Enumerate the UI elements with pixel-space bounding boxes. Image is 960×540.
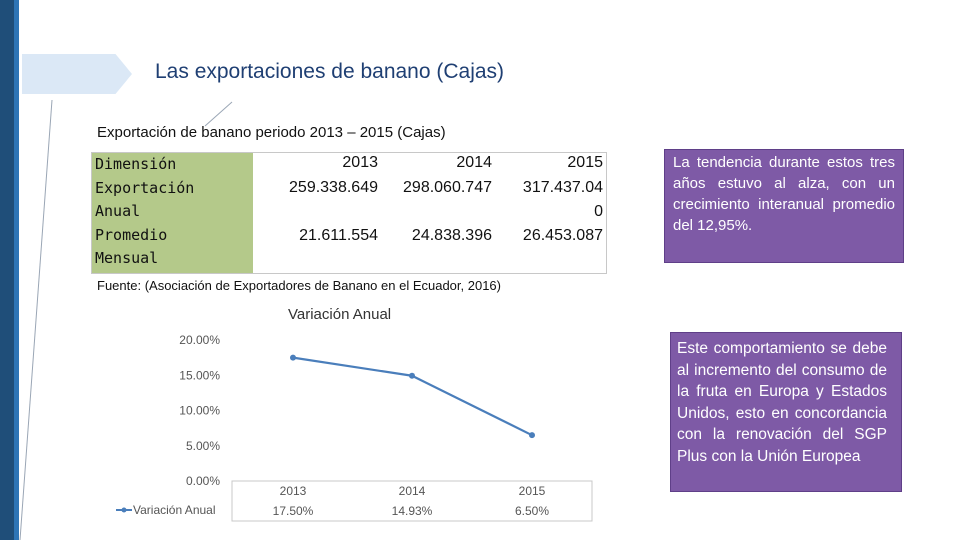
anual-2015: 317.437.04 — [522, 179, 603, 196]
mensual-2013: 21.611.554 — [299, 227, 378, 244]
year-header-2015: 2015 — [567, 154, 603, 171]
row-label-anual-2: Anual — [95, 202, 141, 220]
row-label-mensual-1: Promedio — [95, 225, 168, 244]
anual-2013: 259.338.649 — [289, 179, 378, 196]
data-point-2014 — [409, 372, 415, 379]
mensual-2015: 26.453.087 — [522, 227, 603, 244]
trend-note-text: La tendencia durante estos tres años est… — [673, 154, 895, 234]
anual-2014: 298.060.747 — [403, 179, 492, 196]
y-tick-label: 0.00% — [186, 474, 220, 488]
behavior-note-box: Este comportamiento se debe al increment… — [670, 332, 902, 492]
chart-title: Variación Anual — [288, 306, 392, 323]
source-citation: Fuente: (Asociación de Exportadores de B… — [97, 278, 501, 293]
data-point-2013 — [290, 354, 296, 361]
row-label-anual-1: Exportación — [95, 178, 195, 197]
legend-label: Variación Anual — [133, 503, 216, 517]
data-point-2015 — [529, 432, 535, 439]
data-value-label: 14.93% — [392, 504, 433, 518]
x-category-label: 2014 — [399, 484, 426, 498]
left-accent-stripe — [14, 0, 19, 540]
title-accent-arrow — [22, 54, 132, 94]
data-value-label: 17.50% — [273, 504, 314, 518]
y-tick-label: 5.00% — [186, 439, 220, 453]
y-tick-label: 10.00% — [179, 404, 220, 418]
x-category-label: 2015 — [519, 484, 546, 498]
legend-point-marker — [121, 507, 127, 513]
y-tick-label: 15.00% — [179, 368, 220, 382]
left-accent-bar — [0, 0, 14, 540]
x-category-label: 2013 — [280, 484, 307, 498]
data-value-label: 6.50% — [515, 504, 549, 518]
year-header-2013: 2013 — [342, 154, 378, 171]
trend-note-box: La tendencia durante estos tres años est… — [664, 149, 904, 263]
series-line-variacion-anual — [292, 356, 533, 437]
dimension-header: Dimensión — [95, 155, 177, 173]
dimension-column: Dimensión Exportación Anual Promedio Men… — [92, 153, 253, 273]
export-table: Dimensión Exportación Anual Promedio Men… — [91, 152, 607, 274]
year-header-2014: 2014 — [456, 154, 492, 171]
slide-title: Las exportaciones de banano (Cajas) — [155, 60, 505, 83]
behavior-note-text: Este comportamiento se debe al increment… — [677, 340, 887, 465]
mensual-2014: 24.838.396 — [411, 227, 492, 244]
table-subtitle: Exportación de banano periodo 2013 – 201… — [97, 124, 446, 141]
row-label-mensual-2: Mensual — [95, 249, 159, 267]
anual-2015-wrap: 0 — [594, 203, 603, 220]
y-tick-label: 20.00% — [179, 333, 220, 347]
